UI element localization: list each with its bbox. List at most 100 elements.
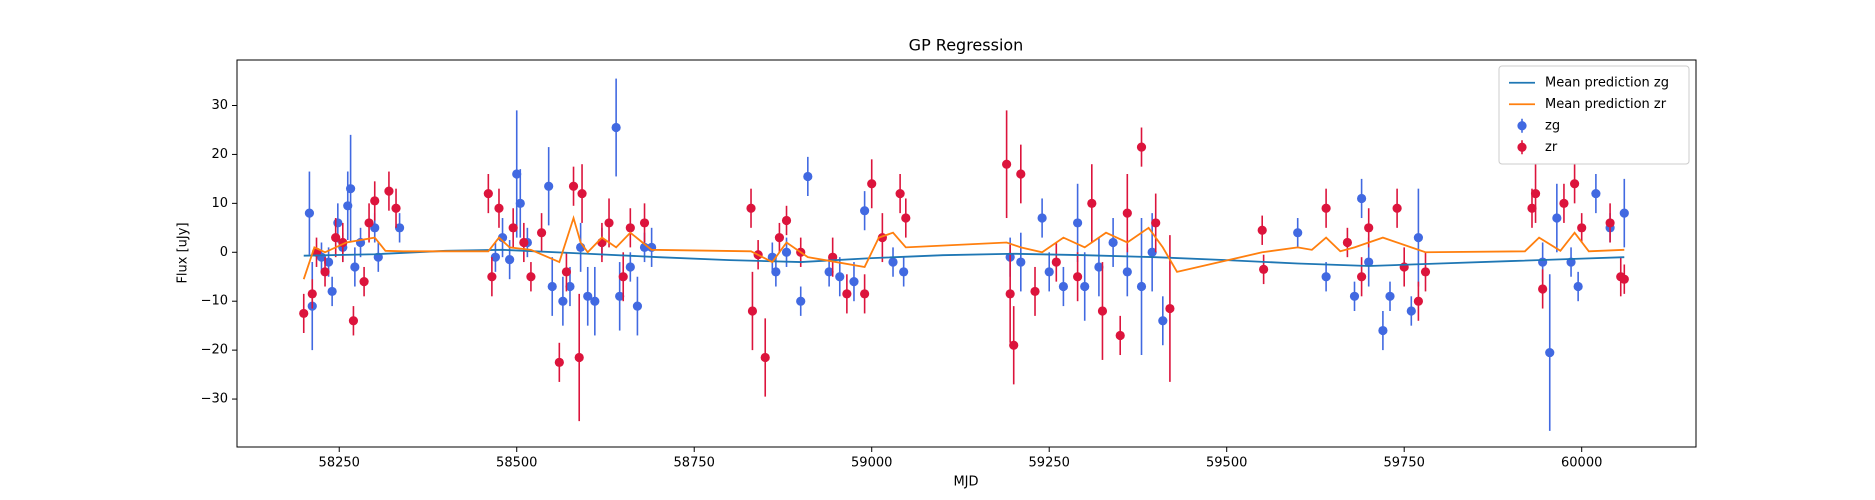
data-point: [1342, 237, 1353, 248]
data-point: [1413, 232, 1423, 243]
data-point: [611, 122, 621, 133]
data-point: [1016, 257, 1026, 267]
data-point: [1073, 218, 1083, 228]
data-point: [391, 203, 401, 213]
y-axis-label: Flux [uJy]: [176, 222, 191, 283]
legend-label: Mean prediction zg: [1545, 75, 1669, 90]
data-point: [803, 171, 813, 182]
data-point: [888, 257, 898, 267]
data-point: [1357, 272, 1367, 282]
data-point: [1321, 272, 1331, 282]
y-tick-label: 0: [220, 245, 228, 260]
data-point: [1420, 267, 1431, 277]
data-point: [860, 289, 870, 299]
data-point: [1538, 257, 1548, 267]
data-point: [867, 179, 877, 189]
data-point: [1413, 296, 1423, 306]
data-point: [327, 286, 337, 297]
chart-title: GP Regression: [909, 36, 1024, 55]
legend-label: zr: [1545, 140, 1558, 155]
data-point: [1591, 188, 1601, 199]
legend-box: [1498, 65, 1690, 165]
data-point: [561, 267, 572, 277]
data-point: [1073, 272, 1083, 282]
data-point: [615, 291, 625, 301]
data-point: [1530, 188, 1541, 199]
data-point: [1321, 203, 1331, 213]
data-point: [781, 215, 792, 226]
data-point: [574, 352, 584, 363]
data-point: [1605, 218, 1615, 228]
data-point: [1569, 179, 1580, 189]
data-point: [1573, 281, 1583, 292]
data-point: [1005, 289, 1015, 299]
x-tick-label: 59500: [1206, 456, 1247, 471]
legend-swatch: [1517, 142, 1527, 152]
x-tick-label: 60000: [1561, 456, 1602, 471]
data-point: [895, 188, 905, 199]
data-point: [625, 223, 635, 233]
x-tick-label: 59250: [1029, 456, 1070, 471]
data-point: [899, 267, 909, 277]
x-tick-label: 59750: [1384, 456, 1425, 471]
data-point: [583, 291, 593, 301]
data-point: [796, 296, 806, 306]
data-point: [1392, 203, 1402, 213]
data-point: [1293, 228, 1303, 238]
data-point: [1165, 303, 1175, 314]
data-point: [1037, 213, 1047, 223]
data-point: [304, 208, 315, 218]
data-point: [323, 257, 334, 267]
data-point: [1385, 291, 1395, 301]
data-point: [747, 306, 758, 316]
data-point: [1552, 213, 1562, 223]
data-point: [1058, 281, 1069, 292]
data-point: [1158, 316, 1168, 326]
data-point: [1094, 262, 1104, 272]
data-point: [320, 267, 330, 277]
legend-label: zg: [1545, 118, 1560, 133]
data-point: [1122, 267, 1132, 277]
data-point: [299, 308, 309, 319]
data-point: [632, 301, 643, 311]
data-point: [901, 213, 911, 223]
data-point: [604, 218, 614, 228]
data-point: [781, 247, 792, 257]
data-point: [1619, 208, 1629, 218]
data-point: [1051, 257, 1061, 267]
data-point: [1002, 159, 1012, 169]
data-point: [824, 267, 834, 277]
x-tick-label: 58750: [674, 456, 715, 471]
y-tick-label: 30: [211, 98, 228, 113]
data-point: [590, 296, 600, 306]
prediction-line: [302, 214, 1625, 280]
data-point: [515, 198, 525, 208]
data-point: [345, 184, 356, 194]
data-point: [771, 267, 781, 277]
prediction-line: [303, 248, 1625, 267]
data-point: [1259, 264, 1269, 275]
data-point: [1122, 208, 1132, 218]
data-point: [1406, 306, 1416, 316]
data-point: [1257, 225, 1267, 235]
data-point: [1009, 340, 1019, 350]
data-point: [1016, 169, 1026, 179]
data-point: [505, 255, 515, 265]
data-point: [1151, 218, 1161, 228]
data-point: [1399, 262, 1409, 272]
data-point: [1545, 347, 1555, 358]
data-point: [558, 296, 568, 306]
data-point: [331, 232, 341, 243]
data-point: [307, 289, 317, 299]
data-point: [359, 277, 369, 287]
data-point: [1044, 267, 1054, 277]
data-point: [1108, 237, 1118, 248]
data-point: [554, 357, 564, 367]
data-point: [519, 237, 529, 248]
data-point: [1097, 306, 1108, 316]
data-point: [370, 196, 380, 206]
data-point: [536, 228, 547, 238]
data-point: [1538, 284, 1548, 294]
data-point: [1147, 247, 1157, 257]
data-point: [568, 181, 579, 191]
